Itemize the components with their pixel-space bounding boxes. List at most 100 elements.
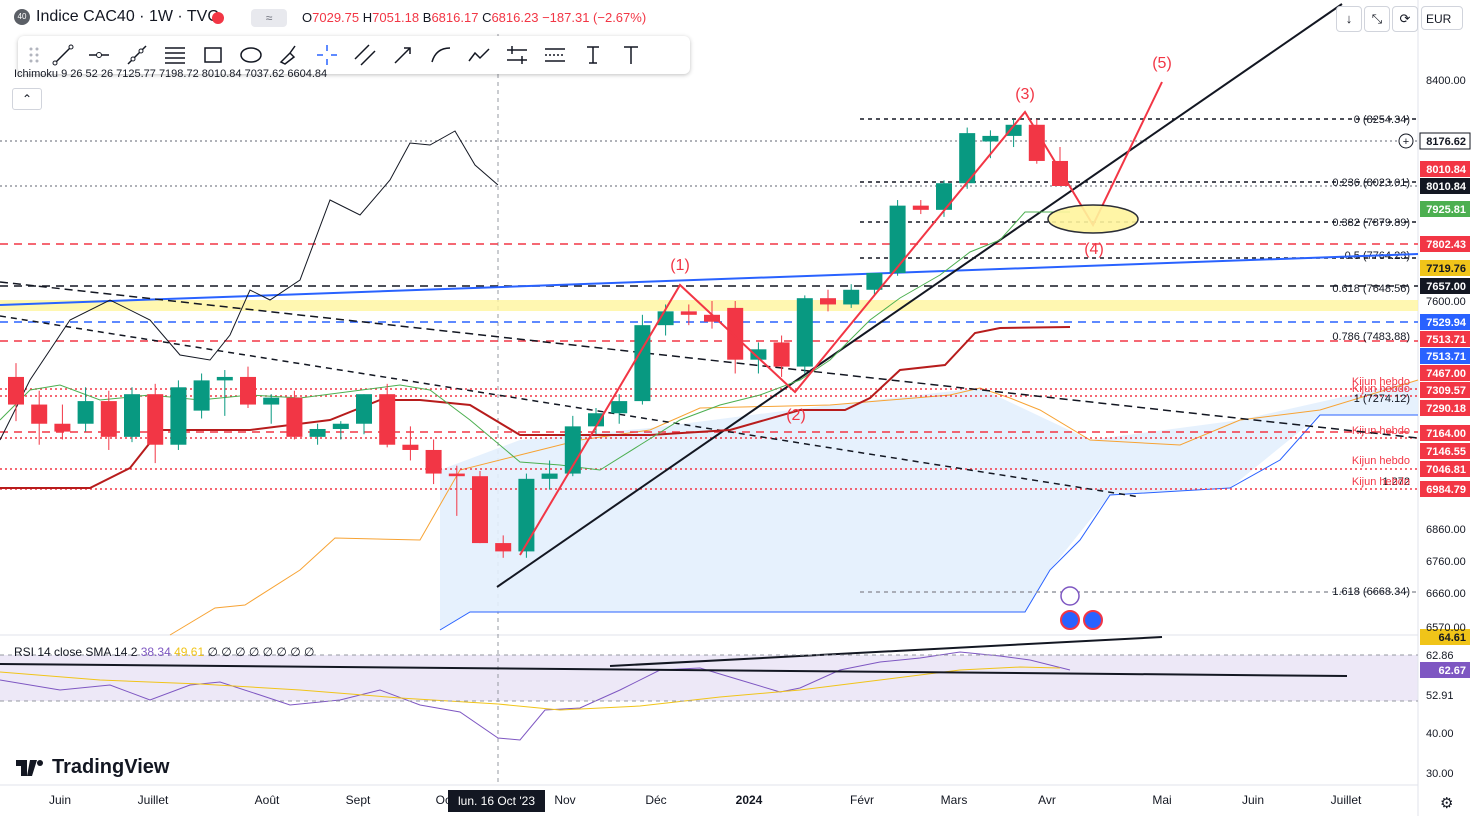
currency-select[interactable]: EUR [1421,6,1463,30]
senkou-span-a [169,379,1419,636]
x-tick-label: Sept [346,793,371,807]
price-label-box [1420,629,1470,645]
lightning-icon [1060,586,1080,606]
brush-icon[interactable] [276,42,302,68]
x-tick-label: Déc [645,793,666,807]
collapse-legend-button[interactable]: ⌃ [12,88,42,110]
open-value: 7029.75 [312,10,360,25]
rsi-resistance-line [609,636,1163,667]
wave-label: (1) [670,257,690,274]
price-label-box [1420,201,1470,217]
trend-line-icon[interactable] [50,42,76,68]
expand-icon[interactable]: ⤡ [1364,6,1390,32]
horizontal-line-icon[interactable] [86,42,112,68]
fib-label: 0.786 (7483.88) [1332,331,1410,343]
candle-body [1005,124,1022,136]
ray-icon[interactable] [124,42,150,68]
parallel-channel-icon[interactable] [352,42,378,68]
y-tick-label: 6760.00 [1426,556,1466,568]
price-label-box [1420,461,1470,477]
price-label: 7513.71 [1426,334,1466,346]
candle-body [193,380,210,411]
candle-body [31,404,48,424]
candle-body [936,183,952,210]
rsi-tick-label: 40.00 [1426,728,1454,740]
arrow-icon[interactable] [390,42,416,68]
market-status-dot [212,12,224,24]
candle-body [796,298,813,367]
candle-body [8,376,24,405]
rsi-band [0,655,1418,701]
crosshair-icon[interactable] [314,42,340,68]
price-label-box [1420,662,1470,678]
candle-body [843,289,860,305]
candle-body [518,478,535,552]
ichimoku-legend[interactable]: Ichimoku 9 26 52 26 7125.77 7198.72 8010… [14,68,328,80]
rsi-tick-label: 52.91 [1426,690,1454,702]
arc-icon[interactable] [428,42,454,68]
rsi-support-line [0,663,1348,677]
rsi-legend[interactable]: RSI 14 close SMA 14 2 38.34 49.61 ∅ ∅ ∅ … [14,645,314,659]
x-tick-label: Juillet [1331,793,1362,807]
wave-label: (2) [786,407,806,424]
close-value: 6816.23 [491,10,539,25]
price-label-box [1420,348,1470,364]
gear-icon[interactable]: ⚙ [1440,795,1454,812]
rsi-tick-label: 30.00 [1426,768,1454,780]
y-tick-label: 6660.00 [1426,588,1466,600]
candle-body [912,205,929,210]
candle-body [216,376,233,381]
fib-label: 0 (8254.34) [1354,114,1410,126]
price-label-box [1420,236,1470,252]
y-tick-label: 7600.00 [1426,296,1466,308]
symbol-title[interactable]: Indice CAC40 · 1W · TVC [36,8,219,25]
chart-header: 40 Indice CAC40 · 1W · TVC ≈ O7029.75 H7… [0,0,1472,34]
ohlc-readout: O7029.75 H7051.18 B6816.17 C6816.23 −187… [302,10,646,25]
rsi-sma-value: 49.61 [174,645,205,659]
ellipse-icon[interactable] [238,42,264,68]
candle-body [982,135,999,142]
candle-body [263,397,280,405]
candle-body [332,423,349,429]
rectangle-icon[interactable] [200,42,226,68]
price-label: 7046.81 [1426,464,1466,476]
price-label: 7529.94 [1426,317,1467,329]
price-label-box [1420,161,1470,177]
price-label: 64.61 [1438,632,1466,644]
ichimoku-cloud [440,380,1418,630]
anchored-text-icon[interactable] [580,42,606,68]
compare-icon[interactable]: ≈ [251,9,287,27]
crosshair-date-badge: lun. 16 Oct '23 [448,790,545,812]
x-tick-label: Juillet [138,793,169,807]
wave-label: (3) [1015,86,1035,103]
refresh-icon[interactable]: ⟳ [1392,6,1418,32]
fib-label: 0.618 (7648.56) [1332,283,1410,295]
price-label: 62.67 [1438,665,1466,677]
descending-trendline-upper [0,281,1419,439]
candle-body [448,473,465,477]
fib-retracement-icon[interactable] [162,42,188,68]
date-range-icon[interactable] [504,42,530,68]
symbol-logo: 40 [14,9,30,25]
pitchfork-icon[interactable] [542,42,568,68]
path-icon[interactable] [466,42,492,68]
candle-body [1028,124,1045,161]
tenkan-sen [0,211,1070,471]
candle-body [750,349,767,360]
text-icon[interactable] [618,42,644,68]
fib-label: 0.382 (7879.89) [1332,217,1410,229]
arrow-down-button[interactable]: ↓ [1336,6,1362,32]
kijun-hebdo-label: Kijun hebdo [1352,455,1410,467]
candle-body [124,394,140,437]
candle-body [541,473,558,479]
kijun-hebdo-label: Kijun hebdo [1352,425,1410,437]
x-tick-label: Juin [49,793,71,807]
candle-body [309,428,326,437]
fib-label: 1.618 (6668.34) [1332,586,1410,598]
candle-body [866,272,883,290]
drawing-toolbar [18,36,690,74]
candle-body [1052,160,1068,186]
tradingview-brand[interactable]: TradingView [52,756,170,778]
drag-handle-icon[interactable] [22,42,48,68]
